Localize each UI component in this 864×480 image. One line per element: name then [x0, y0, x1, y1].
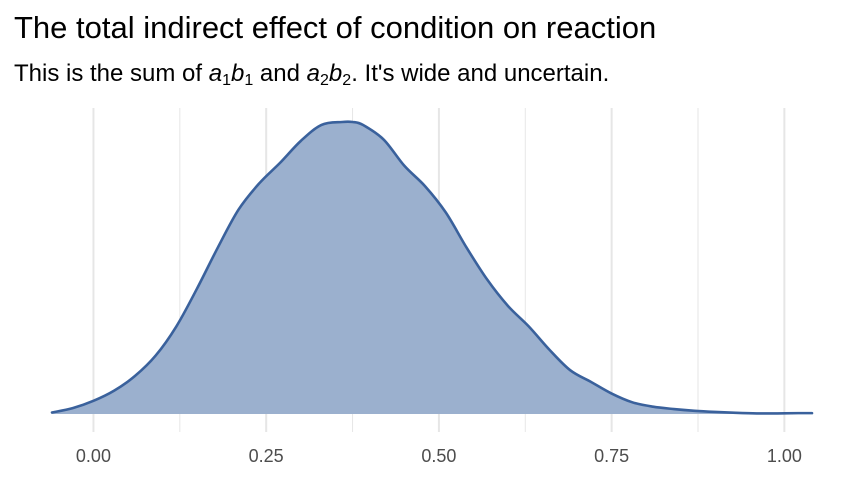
x-tick-label-1: 0.25 [249, 446, 284, 466]
subtitle-sub-b1: 1 [244, 72, 254, 89]
subtitle-var-b1: b [231, 60, 245, 87]
density-area [52, 121, 812, 414]
subtitle-var-b2: b [328, 60, 343, 87]
subtitle-var-a2: a [306, 60, 321, 87]
x-axis: 0.00 0.25 0.50 0.75 1.00 [76, 446, 802, 466]
subtitle-sub-a2: 2 [320, 72, 329, 89]
density-marks [50, 120, 814, 415]
x-tick-label-3: 0.75 [594, 446, 629, 466]
density-line [50, 120, 814, 415]
subtitle-text-before: This is the sum of [14, 60, 209, 87]
chart-title: The total indirect effect of condition o… [14, 10, 657, 45]
subtitle-text-after: . It's wide and uncertain. [351, 60, 610, 87]
subtitle-var-a1: a [208, 60, 223, 87]
subtitle-sub-a1: 1 [222, 72, 231, 89]
subtitle-text-middle: and [253, 60, 307, 87]
x-tick-label-2: 0.50 [421, 446, 456, 466]
chart-subtitle: This is the sum of a1b1 and a2b2. It's w… [14, 58, 609, 97]
x-tick-label-4: 1.00 [767, 446, 802, 466]
x-tick-label-0: 0.00 [76, 446, 111, 466]
subtitle-sub-b2: 2 [342, 72, 352, 89]
